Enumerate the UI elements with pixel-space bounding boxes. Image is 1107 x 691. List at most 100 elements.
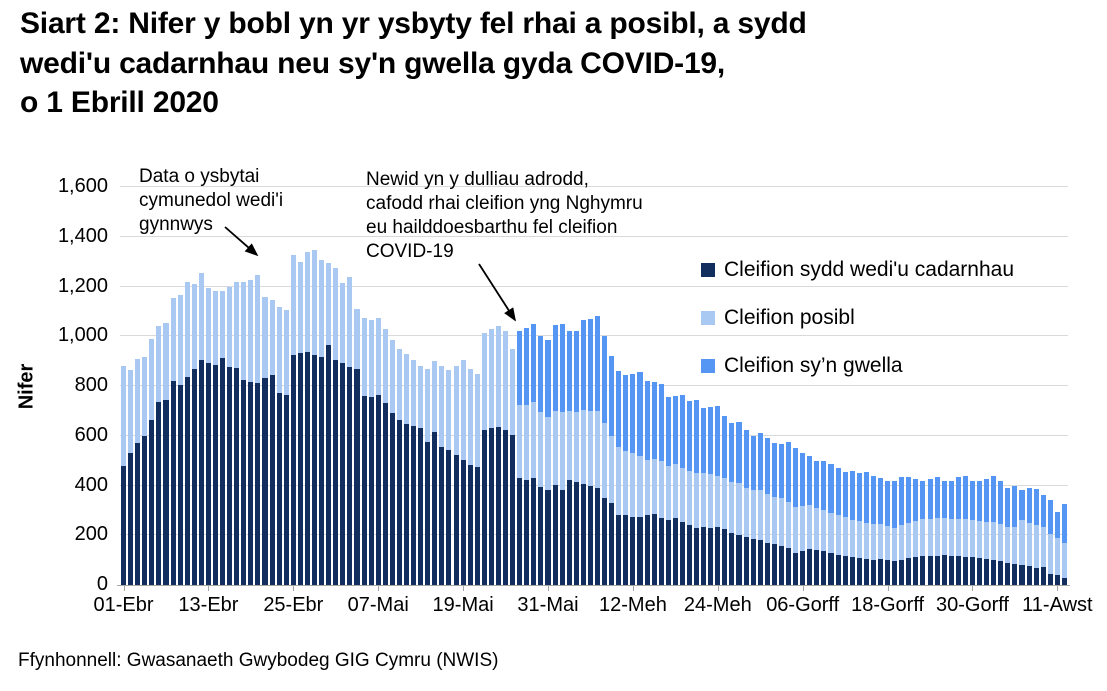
bar-posibl-day-124 xyxy=(991,521,997,561)
bar-posibl-day-21 xyxy=(262,296,268,379)
bar-cadarnhau-day-62 xyxy=(552,485,558,585)
x-tick-label: 12-Meh xyxy=(599,594,667,616)
bar-cadarnhau-day-24 xyxy=(283,394,289,585)
bar-posibl-day-104 xyxy=(849,519,855,558)
bar-cadarnhau-day-16 xyxy=(227,367,233,585)
bar-posibl-day-60 xyxy=(538,412,544,487)
bar-gwella-day-123 xyxy=(984,479,990,522)
bar-posibl-day-87 xyxy=(729,481,735,533)
bar-cadarnhau-day-120 xyxy=(962,556,968,585)
x-tick-mark xyxy=(378,586,380,591)
bar-cadarnhau-day-105 xyxy=(856,558,862,585)
bar-posibl-day-51 xyxy=(474,373,480,467)
bar-cadarnhau-day-18 xyxy=(241,380,247,585)
bar-cadarnhau-day-25 xyxy=(290,355,296,585)
bar-gwella-day-125 xyxy=(998,480,1004,525)
bar-posibl-day-120 xyxy=(962,518,968,557)
bar-posibl-day-35 xyxy=(361,317,367,396)
bar-cadarnhau-day-69 xyxy=(602,497,608,585)
bar-cadarnhau-day-65 xyxy=(573,481,579,585)
bar-cadarnhau-day-130 xyxy=(1033,567,1039,585)
bar-posibl-day-11 xyxy=(191,284,197,369)
gridline xyxy=(120,484,1068,486)
bar-posibl-day-118 xyxy=(948,518,954,556)
bar-gwella-day-70 xyxy=(609,356,615,436)
bar-gwella-day-75 xyxy=(644,381,650,460)
bar-posibl-day-69 xyxy=(602,423,608,498)
bar-cadarnhau-day-91 xyxy=(757,540,763,585)
bar-cadarnhau-day-68 xyxy=(595,488,601,585)
bar-cadarnhau-day-34 xyxy=(354,368,360,585)
bar-gwella-day-134 xyxy=(1061,504,1067,543)
bar-cadarnhau-day-101 xyxy=(828,553,834,585)
bar-cadarnhau-day-35 xyxy=(361,395,367,585)
gridline xyxy=(120,186,1068,187)
bar-cadarnhau-day-80 xyxy=(679,521,685,585)
bar-cadarnhau-day-96 xyxy=(793,552,799,585)
bar-cadarnhau-day-30 xyxy=(326,344,332,585)
bar-posibl-day-89 xyxy=(743,488,749,537)
bar-cadarnhau-day-45 xyxy=(432,431,438,585)
bar-cadarnhau-day-84 xyxy=(708,528,714,585)
bar-posibl-day-125 xyxy=(998,524,1004,562)
bar-gwella-day-126 xyxy=(1005,488,1011,527)
bar-posibl-day-44 xyxy=(425,368,431,442)
bar-posibl-day-34 xyxy=(354,308,360,369)
bar-gwella-day-73 xyxy=(630,373,636,454)
bar-cadarnhau-day-92 xyxy=(764,542,770,585)
bar-cadarnhau-day-108 xyxy=(877,558,884,585)
bar-cadarnhau-day-115 xyxy=(927,556,933,585)
bar-gwella-day-107 xyxy=(870,475,876,525)
bar-gwella-day-61 xyxy=(545,340,551,417)
bar-posibl-day-58 xyxy=(524,405,530,481)
bar-posibl-day-1 xyxy=(121,366,127,466)
bar-gwella-day-103 xyxy=(842,471,848,518)
bar-posibl-day-102 xyxy=(835,515,841,555)
bar-cadarnhau-day-83 xyxy=(701,526,707,585)
bar-cadarnhau-day-82 xyxy=(694,527,700,585)
bar-posibl-day-71 xyxy=(616,446,622,516)
bar-cadarnhau-day-71 xyxy=(616,515,622,585)
x-axis-line xyxy=(117,585,1070,586)
bar-cadarnhau-day-134 xyxy=(1061,577,1067,585)
bar-cadarnhau-day-3 xyxy=(135,443,141,585)
bar-posibl-day-28 xyxy=(312,249,318,356)
bar-gwella-day-92 xyxy=(764,438,770,495)
bar-gwella-day-59 xyxy=(531,323,537,403)
bar-cadarnhau-day-94 xyxy=(778,545,784,585)
bar-gwella-day-96 xyxy=(793,448,799,507)
bar-cadarnhau-day-128 xyxy=(1019,565,1025,585)
bar-cadarnhau-day-106 xyxy=(863,558,869,585)
bar-gwella-day-85 xyxy=(715,405,721,476)
bar-cadarnhau-day-102 xyxy=(835,554,841,585)
bar-posibl-day-37 xyxy=(375,317,381,395)
bar-cadarnhau-day-13 xyxy=(205,363,211,585)
x-tick-label: 01-Ebr xyxy=(93,594,154,616)
bar-posibl-day-81 xyxy=(686,470,693,526)
bar-gwella-day-80 xyxy=(679,394,685,469)
bar-cadarnhau-day-87 xyxy=(729,532,735,585)
bar-posibl-day-85 xyxy=(715,475,721,528)
bar-gwella-day-89 xyxy=(743,429,749,488)
bar-cadarnhau-day-112 xyxy=(906,558,912,585)
bar-posibl-day-82 xyxy=(694,473,700,528)
bar-cadarnhau-day-7 xyxy=(163,399,169,585)
bar-cadarnhau-day-14 xyxy=(212,365,219,585)
bar-posibl-day-67 xyxy=(587,410,593,486)
bar-posibl-day-33 xyxy=(347,276,353,368)
bar-posibl-day-77 xyxy=(658,460,664,518)
bar-cadarnhau-day-77 xyxy=(658,517,664,585)
bar-cadarnhau-day-39 xyxy=(389,412,395,585)
x-tick-mark xyxy=(887,586,889,591)
bar-cadarnhau-day-44 xyxy=(425,441,431,585)
bar-gwella-day-67 xyxy=(587,318,593,411)
bar-posibl-day-26 xyxy=(297,261,303,354)
bar-gwella-day-62 xyxy=(552,325,558,411)
bar-cadarnhau-day-64 xyxy=(566,480,572,585)
bar-gwella-day-76 xyxy=(651,382,657,460)
bar-posibl-day-24 xyxy=(283,309,289,395)
bar-cadarnhau-day-20 xyxy=(255,383,261,585)
bar-posibl-day-126 xyxy=(1005,526,1011,563)
bar-cadarnhau-day-100 xyxy=(821,551,827,585)
bar-posibl-day-121 xyxy=(969,519,976,558)
